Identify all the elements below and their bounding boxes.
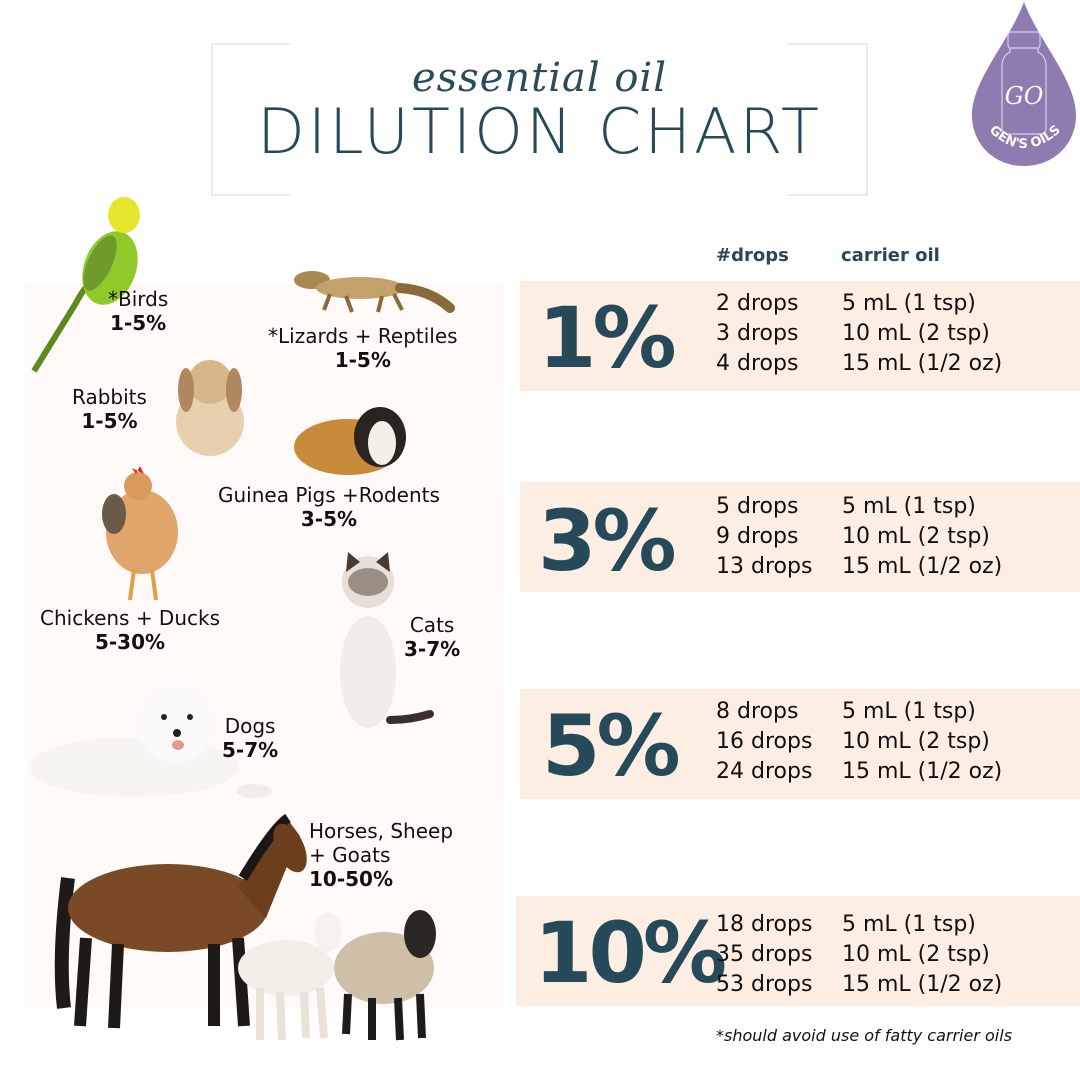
- footnote: *should avoid use of fatty carrier oils: [716, 1026, 1013, 1045]
- dilution-line: 5 drops 5 mL (1 tsp): [716, 494, 976, 519]
- title-bracket-left: [211, 43, 291, 196]
- dilution-line: 16 drops 10 mL (2 tsp): [716, 729, 990, 754]
- svg-text:GO: GO: [1005, 82, 1044, 110]
- guinea-pig-icon: [294, 407, 406, 475]
- dilution-lines: 2 drops 5 mL (1 tsp) 3 drops 10 mL (2 tsp)…: [716, 289, 1002, 379]
- dilution-percent: 5%: [542, 697, 681, 795]
- cat-icon: [340, 552, 434, 728]
- dilution-line: 13 drops 15 mL (1/2 oz): [716, 554, 1003, 579]
- dilution-percent: 10%: [534, 904, 727, 1002]
- dilution-lines: 18 drops 5 mL (1 tsp) 35 drops 10 mL (2 ts…: [716, 910, 1002, 1000]
- dilution-row-10: 10% 18 drops 5 mL (1 tsp) 35 drops 10 mL (…: [516, 896, 1080, 1006]
- title-script: essential oil: [411, 55, 668, 101]
- dilution-line: 2 drops 5 mL (1 tsp): [716, 291, 976, 316]
- dilution-lines: 8 drops 5 mL (1 tsp) 16 drops 10 mL (2 tsp…: [716, 697, 1002, 787]
- animal-label-rabbits: Rabbits 1-5%: [72, 385, 147, 433]
- dilution-percent: 3%: [538, 492, 677, 590]
- horse-goat-sheep-icon: [54, 813, 436, 1041]
- rabbit-icon: [176, 360, 244, 456]
- title-frame: essential oil DILUTION CHART: [211, 43, 868, 196]
- dilution-line: 8 drops 5 mL (1 tsp): [716, 699, 976, 724]
- dilution-percent: 1%: [538, 289, 677, 387]
- gens-oils-logo: GO GEN'S OILS: [968, 0, 1080, 170]
- dilution-line: 3 drops 10 mL (2 tsp): [716, 321, 990, 346]
- animal-label-horses: Horses, Sheep + Goats 10-50%: [309, 819, 454, 891]
- title-bracket-right: [788, 43, 868, 196]
- dilution-line: 35 drops 10 mL (2 tsp): [716, 942, 990, 967]
- dilution-line: 9 drops 10 mL (2 tsp): [716, 524, 990, 549]
- animal-label-chickens: Chickens + Ducks 5-30%: [40, 606, 221, 654]
- animal-label-lizards: *Lizards + Reptiles 1-5%: [268, 324, 458, 372]
- dilution-lines: 5 drops 5 mL (1 tsp) 9 drops 10 mL (2 tsp)…: [716, 492, 1002, 582]
- column-header-carrier-oil: carrier oil: [841, 245, 940, 266]
- page-title: DILUTION CHART: [257, 95, 822, 168]
- dilution-line: 24 drops 15 mL (1/2 oz): [716, 759, 1003, 784]
- animal-label-guinea-pigs: Guinea Pigs +Rodents 3-5%: [218, 483, 440, 531]
- dog-icon: [29, 683, 272, 798]
- column-header-drops: #drops: [716, 245, 789, 266]
- lizard-icon: [294, 271, 455, 313]
- dilution-row-5: 5% 8 drops 5 mL (1 tsp) 16 drops 10 mL (2 …: [520, 689, 1080, 799]
- dilution-line: 18 drops 5 mL (1 tsp): [716, 912, 976, 937]
- dilution-row-1: 1% 2 drops 5 mL (1 tsp) 3 drops 10 mL (2 t…: [520, 281, 1080, 391]
- animal-label-cats: Cats 3-7%: [404, 613, 461, 661]
- dilution-line: 53 drops 15 mL (1/2 oz): [716, 972, 1003, 997]
- chicken-icon: [102, 466, 178, 601]
- dilution-row-3: 3% 5 drops 5 mL (1 tsp) 9 drops 10 mL (2 t…: [520, 482, 1080, 592]
- animal-label-birds: *Birds 1-5%: [108, 287, 169, 335]
- oil-drop-logo-icon: GO GEN'S OILS: [972, 2, 1076, 166]
- dilution-line: 4 drops 15 mL (1/2 oz): [716, 351, 1003, 376]
- budgie-icon: [31, 197, 140, 373]
- animal-label-dogs: Dogs 5-7%: [222, 714, 279, 762]
